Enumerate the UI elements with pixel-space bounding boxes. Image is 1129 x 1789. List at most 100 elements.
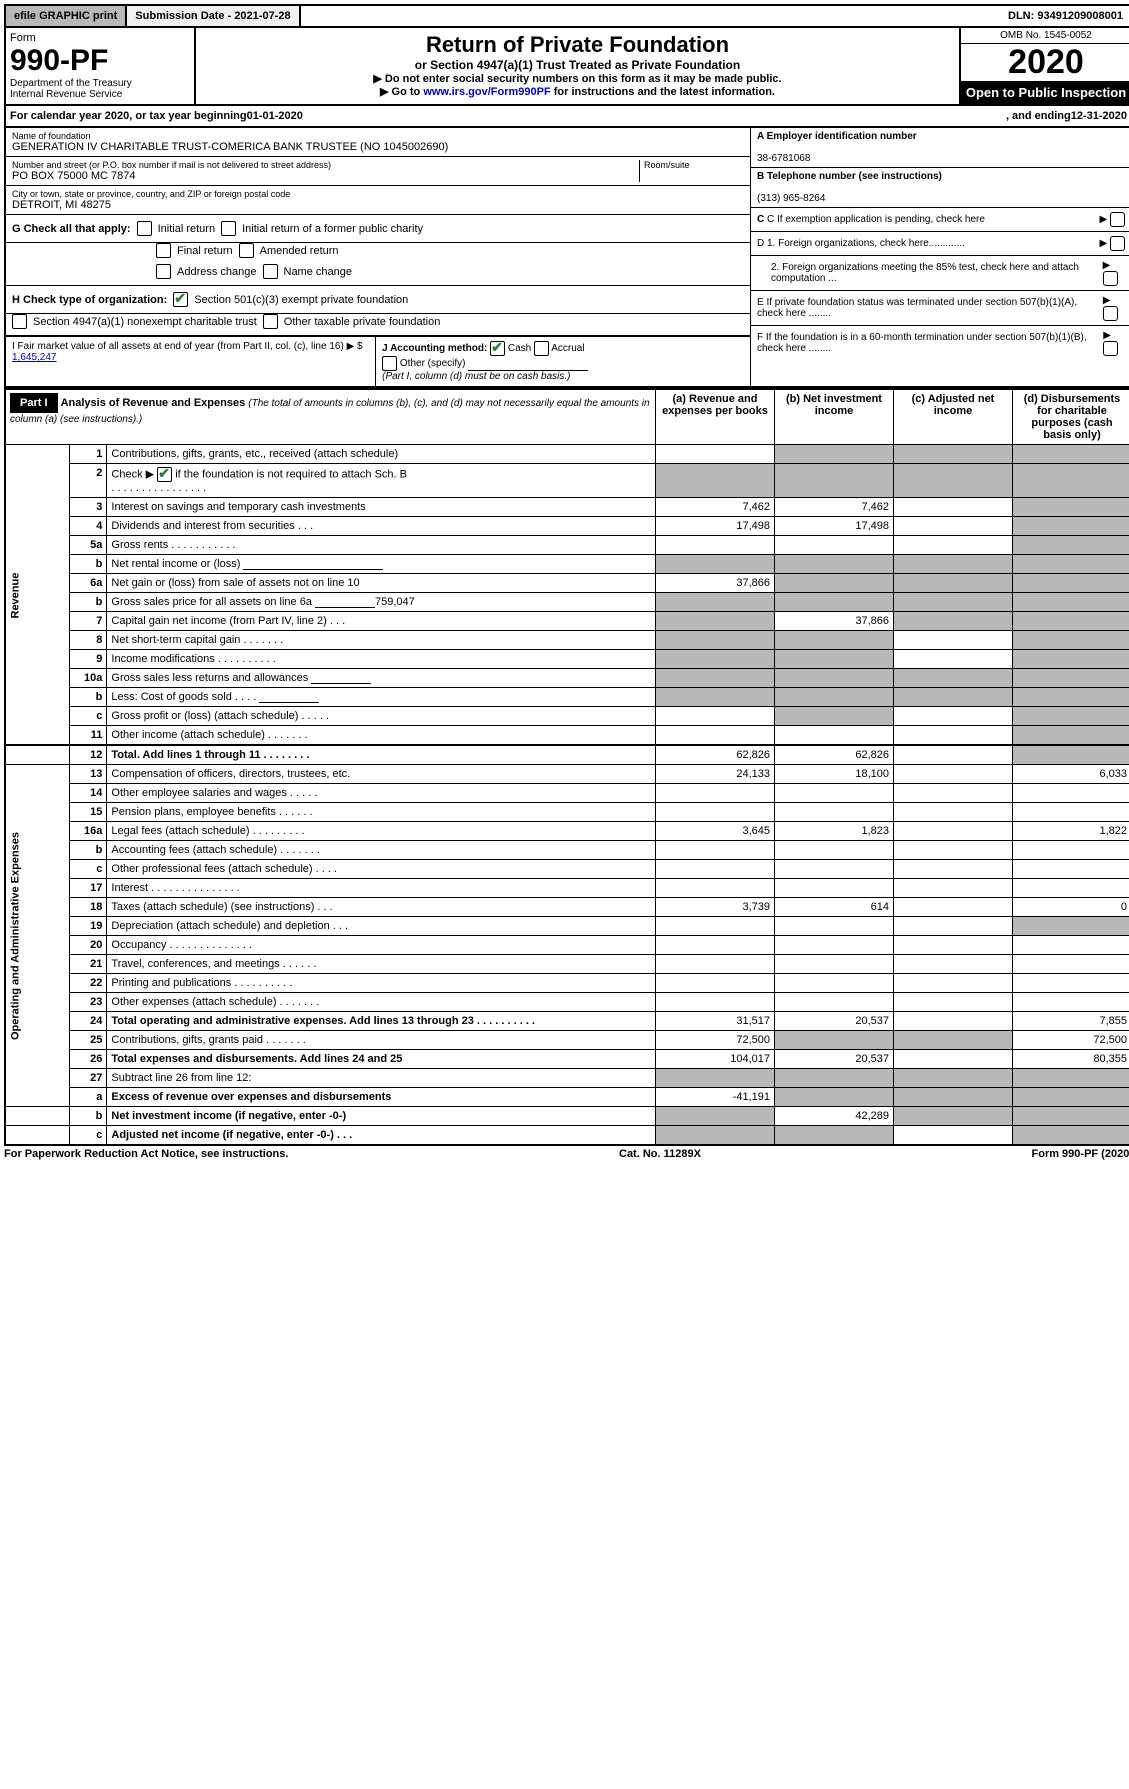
checkbox-final[interactable] — [156, 243, 171, 258]
rn-10a: 10a — [70, 669, 107, 688]
omb-number: OMB No. 1545-0052 — [961, 28, 1129, 44]
irs-link[interactable]: www.irs.gov/Form990PF — [423, 86, 550, 98]
g-row: G Check all that apply: Initial return I… — [6, 214, 750, 243]
row-1: Revenue 1 Contributions, gifts, grants, … — [5, 445, 1129, 464]
footer-mid: Cat. No. 11289X — [619, 1148, 701, 1160]
c-row: C C If exemption application is pending,… — [751, 208, 1129, 232]
rt-18: Taxes (attach schedule) (see instruction… — [107, 898, 656, 917]
r4-b: 17,498 — [775, 517, 894, 536]
checkbox-c[interactable] — [1110, 212, 1125, 227]
checkbox-accrual[interactable] — [534, 341, 549, 356]
rt-13: Compensation of officers, directors, tru… — [107, 765, 656, 784]
rn-14: 14 — [70, 784, 107, 803]
g-row-2: Final return Amended return — [6, 243, 750, 264]
row-5a: 5a Gross rents . . . . . . . . . . . — [5, 536, 1129, 555]
rt-5b: Net rental income or (loss) — [107, 555, 656, 574]
fmv-value[interactable]: 1,645,247 — [12, 352, 57, 363]
r26-b: 20,537 — [775, 1050, 894, 1069]
g-label: G Check all that apply: — [12, 223, 131, 235]
row-9: 9 Income modifications . . . . . . . . .… — [5, 650, 1129, 669]
address: PO BOX 75000 MC 7874 — [12, 170, 639, 182]
col-b-header: (b) Net investment income — [775, 389, 894, 445]
checkbox-initial-former[interactable] — [221, 221, 236, 236]
rt-15: Pension plans, employee benefits . . . .… — [107, 803, 656, 822]
addr-label: Number and street (or P.O. box number if… — [12, 160, 639, 170]
rn-19: 19 — [70, 917, 107, 936]
room-label: Room/suite — [644, 160, 744, 170]
rt-27b-text: Net investment income (if negative, ente… — [111, 1110, 346, 1122]
rn-1: 1 — [70, 445, 107, 464]
calendar-year-row: For calendar year 2020, or tax year begi… — [4, 106, 1129, 128]
checkbox-d2[interactable] — [1103, 271, 1118, 286]
rt-8: Net short-term capital gain . . . . . . … — [107, 631, 656, 650]
rn-16a: 16a — [70, 822, 107, 841]
tax-year: 2020 — [961, 44, 1129, 81]
address-cell: Number and street (or P.O. box number if… — [6, 157, 750, 186]
checkbox-4947[interactable] — [12, 314, 27, 329]
d2-row: 2. Foreign organizations meeting the 85%… — [751, 256, 1129, 291]
r18-a: 3,739 — [656, 898, 775, 917]
r27a-a: -41,191 — [656, 1088, 775, 1107]
opt-initial-former: Initial return of a former public charit… — [242, 223, 423, 235]
rn-16c: c — [70, 860, 107, 879]
row-16a: 16a Legal fees (attach schedule) . . . .… — [5, 822, 1129, 841]
checkbox-501c3[interactable] — [173, 292, 188, 307]
rn-2: 2 — [70, 464, 107, 498]
col-d-header: (d) Disbursements for charitable purpose… — [1013, 389, 1129, 445]
checkbox-amended[interactable] — [239, 243, 254, 258]
checkbox-f[interactable] — [1103, 341, 1118, 356]
i-block: I Fair market value of all assets at end… — [6, 337, 376, 386]
checkbox-name-change[interactable] — [263, 264, 278, 279]
row-6b: b Gross sales price for all assets on li… — [5, 593, 1129, 612]
rn-23: 23 — [70, 993, 107, 1012]
checkbox-other-method[interactable] — [382, 356, 397, 371]
footer-left: For Paperwork Reduction Act Notice, see … — [4, 1148, 288, 1160]
rt-10b-text: Less: Cost of goods sold . . . . — [111, 691, 256, 703]
row-5b: b Net rental income or (loss) — [5, 555, 1129, 574]
rt-14: Other employee salaries and wages . . . … — [107, 784, 656, 803]
checkbox-sch-b[interactable] — [157, 467, 172, 482]
j-block: J Accounting method: Cash Accrual Other … — [376, 337, 750, 386]
calyear-end: 12-31-2020 — [1071, 110, 1127, 122]
row-17: 17Interest . . . . . . . . . . . . . . . — [5, 879, 1129, 898]
foundation-name-cell: Name of foundation GENERATION IV CHARITA… — [6, 128, 750, 157]
note-ssn: ▶ Do not enter social security numbers o… — [200, 72, 955, 85]
id-left: Name of foundation GENERATION IV CHARITA… — [6, 128, 750, 386]
rt-12: Total. Add lines 1 through 11 . . . . . … — [107, 745, 656, 765]
j-other: Other (specify) — [400, 359, 466, 370]
rt-10a: Gross sales less returns and allowances — [107, 669, 656, 688]
rn-6b: b — [70, 593, 107, 612]
checkbox-other-taxable[interactable] — [263, 314, 278, 329]
e-label: E If private foundation status was termi… — [757, 297, 1103, 319]
j-note: (Part I, column (d) must be on cash basi… — [382, 371, 570, 382]
row-4: 4 Dividends and interest from securities… — [5, 517, 1129, 536]
rn-26: 26 — [70, 1050, 107, 1069]
top-bar: efile GRAPHIC print Submission Date - 20… — [4, 4, 1129, 28]
d1-row: D 1. Foreign organizations, check here..… — [751, 232, 1129, 256]
form-title: Return of Private Foundation — [200, 32, 955, 58]
row-25: 25 Contributions, gifts, grants paid . .… — [5, 1031, 1129, 1050]
row-23: 23Other expenses (attach schedule) . . .… — [5, 993, 1129, 1012]
rn-27: 27 — [70, 1069, 107, 1088]
r18-d: 0 — [1013, 898, 1129, 917]
r16a-b: 1,823 — [775, 822, 894, 841]
rt-21: Travel, conferences, and meetings . . . … — [107, 955, 656, 974]
r24-a: 31,517 — [656, 1012, 775, 1031]
checkbox-d1[interactable] — [1110, 236, 1125, 251]
open-to-public: Open to Public Inspection — [961, 81, 1129, 104]
checkbox-e[interactable] — [1103, 306, 1118, 321]
checkbox-cash[interactable] — [490, 341, 505, 356]
rt-6b: Gross sales price for all assets on line… — [107, 593, 656, 612]
checkbox-address-change[interactable] — [156, 264, 171, 279]
header-center: Return of Private Foundation or Section … — [196, 28, 959, 104]
row-10a: 10a Gross sales less returns and allowan… — [5, 669, 1129, 688]
r13-a: 24,133 — [656, 765, 775, 784]
rt-12-text: Total. Add lines 1 through 11 . . . . . … — [111, 749, 309, 761]
row-22: 22Printing and publications . . . . . . … — [5, 974, 1129, 993]
r13-b: 18,100 — [775, 765, 894, 784]
rt-17: Interest . . . . . . . . . . . . . . . — [107, 879, 656, 898]
checkbox-initial-return[interactable] — [137, 221, 152, 236]
row-8: 8 Net short-term capital gain . . . . . … — [5, 631, 1129, 650]
note-link-pre: ▶ Go to — [380, 86, 423, 98]
phone-value: (313) 965-8264 — [757, 193, 825, 204]
